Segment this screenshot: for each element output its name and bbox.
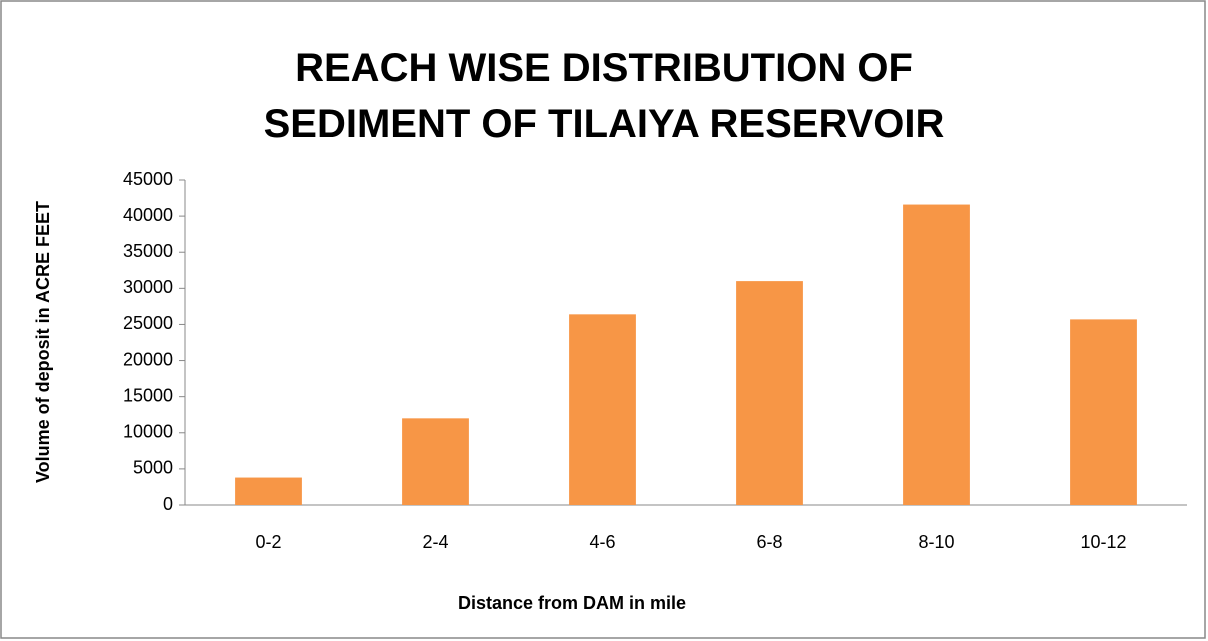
chart-title: REACH WISE DISTRIBUTION OF SEDIMENT OF T… — [263, 46, 945, 146]
y-tick-label: 35000 — [123, 241, 173, 261]
x-tick-label: 4-6 — [589, 532, 615, 552]
y-tick-label: 10000 — [123, 422, 173, 442]
y-tick-label: 15000 — [123, 385, 173, 405]
x-tick-label: 8-10 — [918, 532, 954, 552]
bar — [569, 314, 636, 505]
y-tick-label: 5000 — [133, 458, 173, 478]
y-tick-label: 20000 — [123, 349, 173, 369]
bar — [1070, 319, 1137, 505]
x-tick-label: 2-4 — [422, 532, 448, 552]
x-tick-label: 0-2 — [255, 532, 281, 552]
bar — [736, 281, 803, 505]
y-tick-label: 25000 — [123, 313, 173, 333]
bar — [402, 418, 469, 505]
bar — [903, 204, 970, 506]
y-tick-label: 40000 — [123, 205, 173, 225]
x-tick-label: 10-12 — [1080, 532, 1126, 552]
y-axis-label: Volume of deposit in ACRE FEET — [33, 201, 53, 483]
x-axis-label: Distance from DAM in mile — [458, 593, 686, 613]
x-tick-label: 6-8 — [756, 532, 782, 552]
y-tick-label: 30000 — [123, 277, 173, 297]
bar — [235, 477, 302, 505]
y-tick-label: 0 — [163, 494, 173, 514]
y-tick-label: 45000 — [123, 169, 173, 189]
